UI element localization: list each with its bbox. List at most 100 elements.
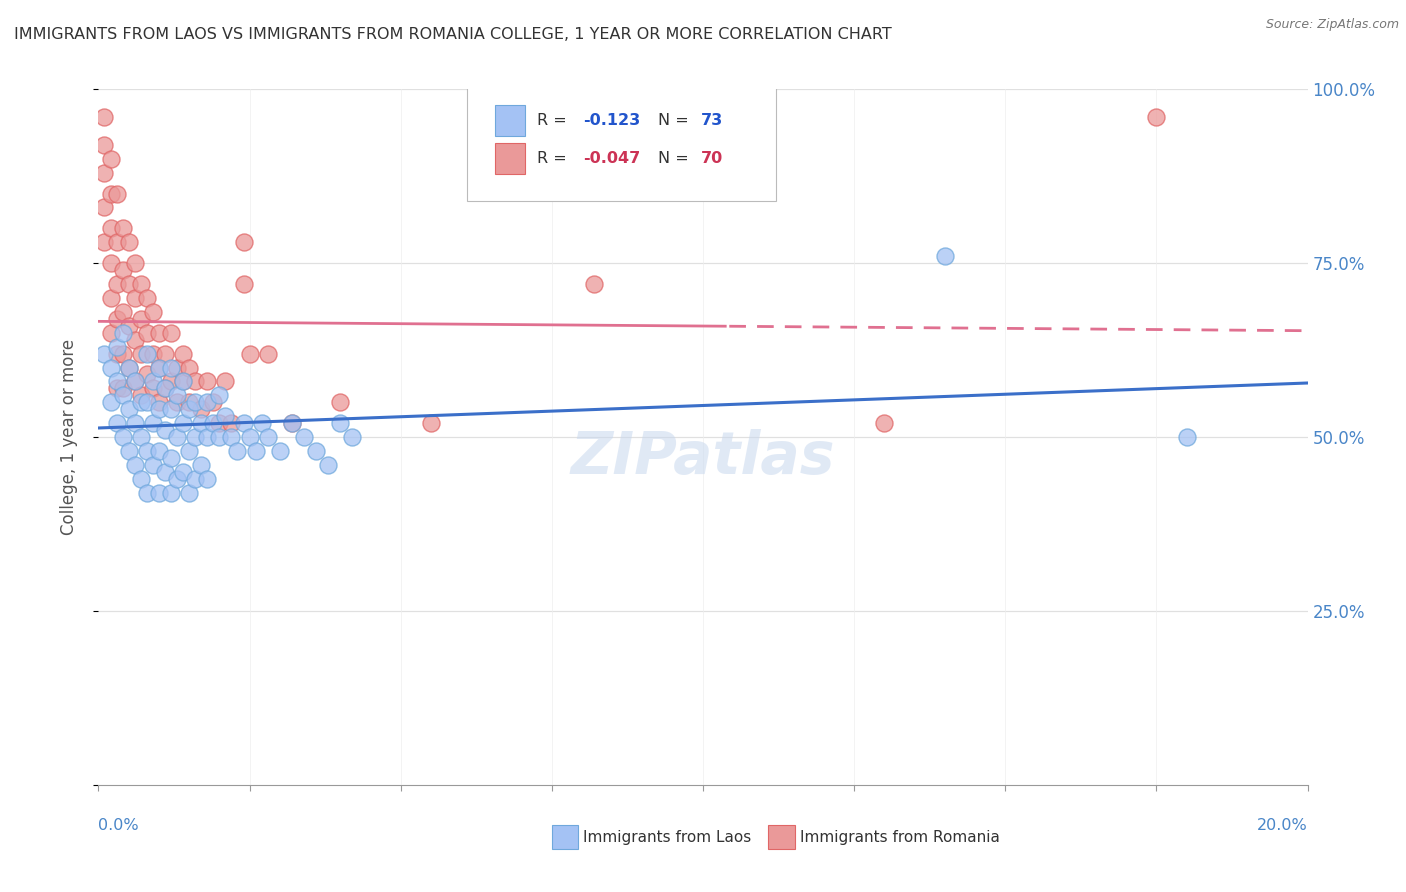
- Point: [153, 381, 176, 395]
- Point: [111, 388, 134, 402]
- Point: [111, 263, 134, 277]
- Text: Immigrants from Laos: Immigrants from Laos: [583, 830, 752, 845]
- Point: [239, 346, 262, 360]
- Point: [135, 291, 157, 305]
- Point: [129, 472, 152, 486]
- Point: [124, 333, 146, 347]
- Point: [118, 235, 141, 250]
- Point: [232, 277, 254, 291]
- Point: [142, 381, 165, 395]
- Point: [148, 360, 170, 375]
- Text: -0.123: -0.123: [583, 113, 641, 128]
- Point: [148, 326, 170, 340]
- Point: [179, 444, 201, 458]
- Point: [190, 402, 212, 417]
- Point: [305, 444, 328, 458]
- Point: [124, 291, 146, 305]
- Point: [111, 221, 134, 235]
- Point: [105, 381, 128, 395]
- Point: [100, 326, 122, 340]
- Point: [111, 346, 134, 360]
- Point: [135, 346, 157, 360]
- Point: [105, 311, 128, 326]
- Point: [100, 256, 122, 270]
- Point: [342, 430, 364, 444]
- Point: [111, 305, 134, 319]
- Point: [329, 395, 352, 409]
- Point: [118, 444, 141, 458]
- Point: [153, 465, 176, 479]
- Point: [195, 395, 218, 409]
- Text: -0.047: -0.047: [583, 152, 641, 166]
- Point: [124, 416, 146, 430]
- Point: [135, 326, 157, 340]
- Text: 70: 70: [700, 152, 723, 166]
- Point: [1175, 430, 1198, 444]
- Point: [100, 221, 122, 235]
- FancyBboxPatch shape: [768, 825, 794, 849]
- Point: [221, 430, 243, 444]
- Point: [316, 458, 339, 472]
- Point: [239, 430, 262, 444]
- Point: [93, 346, 115, 360]
- Point: [124, 375, 146, 389]
- Point: [166, 360, 188, 375]
- FancyBboxPatch shape: [495, 105, 526, 136]
- Point: [179, 402, 201, 417]
- Point: [142, 346, 165, 360]
- Point: [105, 340, 128, 354]
- Point: [118, 277, 141, 291]
- Point: [1144, 110, 1167, 124]
- Point: [129, 346, 152, 360]
- Text: ZIPatlas: ZIPatlas: [571, 429, 835, 486]
- FancyBboxPatch shape: [467, 86, 776, 201]
- Point: [269, 444, 291, 458]
- Point: [160, 326, 183, 340]
- Text: N =: N =: [658, 152, 695, 166]
- Point: [420, 416, 443, 430]
- Point: [93, 166, 115, 180]
- Point: [153, 381, 176, 395]
- Point: [124, 375, 146, 389]
- Point: [245, 444, 267, 458]
- Text: 20.0%: 20.0%: [1257, 818, 1308, 833]
- Point: [111, 326, 134, 340]
- Point: [226, 444, 249, 458]
- Point: [100, 152, 122, 166]
- Point: [184, 395, 207, 409]
- FancyBboxPatch shape: [551, 825, 578, 849]
- Text: 0.0%: 0.0%: [98, 818, 139, 833]
- Text: IMMIGRANTS FROM LAOS VS IMMIGRANTS FROM ROMANIA COLLEGE, 1 YEAR OR MORE CORRELAT: IMMIGRANTS FROM LAOS VS IMMIGRANTS FROM …: [14, 27, 891, 42]
- Point: [329, 416, 352, 430]
- Point: [160, 485, 183, 500]
- Point: [256, 346, 278, 360]
- Point: [93, 235, 115, 250]
- Point: [105, 375, 128, 389]
- Point: [129, 311, 152, 326]
- Point: [124, 458, 146, 472]
- Point: [100, 395, 122, 409]
- Point: [124, 256, 146, 270]
- Point: [873, 416, 896, 430]
- Point: [232, 416, 254, 430]
- Point: [100, 186, 122, 201]
- Text: R =: R =: [537, 113, 572, 128]
- Point: [118, 402, 141, 417]
- Point: [195, 472, 218, 486]
- Point: [281, 416, 304, 430]
- Point: [105, 346, 128, 360]
- Point: [148, 360, 170, 375]
- Text: 73: 73: [700, 113, 723, 128]
- Point: [195, 430, 218, 444]
- Point: [100, 291, 122, 305]
- Point: [148, 485, 170, 500]
- Point: [184, 375, 207, 389]
- Point: [208, 430, 231, 444]
- Point: [292, 430, 315, 444]
- Point: [129, 430, 152, 444]
- Point: [195, 375, 218, 389]
- Point: [105, 416, 128, 430]
- Point: [281, 416, 304, 430]
- Point: [135, 485, 157, 500]
- Point: [93, 110, 115, 124]
